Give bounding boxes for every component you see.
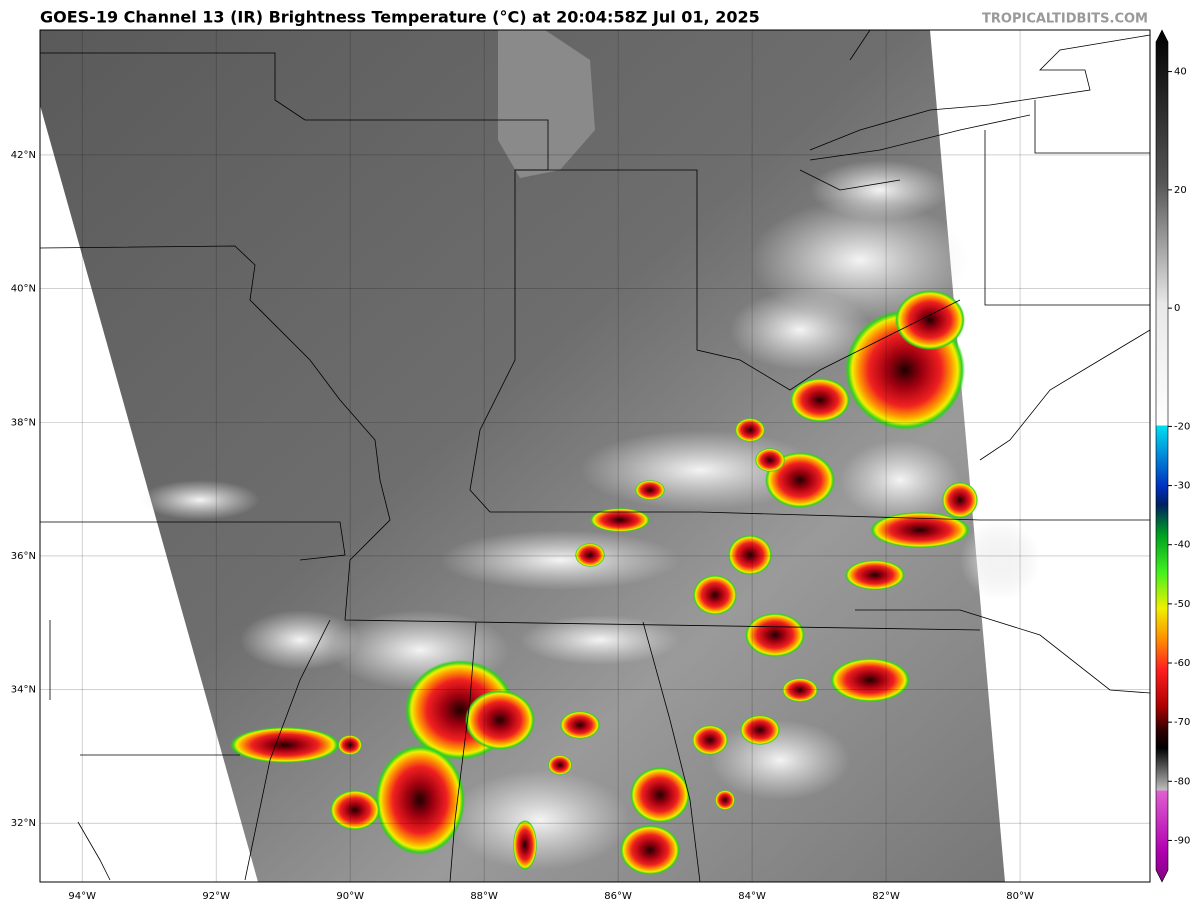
storm-cell bbox=[575, 543, 605, 567]
cloud bbox=[240, 610, 360, 670]
colorbar-label: -30 bbox=[1174, 481, 1190, 492]
credit: TROPICALTIDBITS.COM bbox=[982, 12, 1148, 27]
colorbar-label: -80 bbox=[1174, 776, 1190, 787]
colorbar-label: -50 bbox=[1174, 599, 1190, 610]
lon-label: 92°W bbox=[202, 891, 230, 902]
storm-cell bbox=[590, 508, 650, 532]
storm-cell bbox=[735, 418, 765, 442]
cloud bbox=[450, 770, 630, 870]
storm-cell bbox=[635, 480, 665, 500]
lon-label: 88°W bbox=[470, 891, 498, 902]
map-area bbox=[40, 30, 1150, 882]
storm-cell bbox=[513, 820, 537, 870]
storm-cell bbox=[782, 678, 818, 702]
cloud bbox=[730, 290, 870, 370]
cloud bbox=[710, 720, 850, 800]
storm-cell bbox=[375, 745, 465, 855]
storm-cell bbox=[560, 711, 600, 739]
storm-cell bbox=[692, 725, 728, 755]
storm-cell bbox=[755, 448, 785, 472]
colorbar-label: 20 bbox=[1174, 185, 1187, 196]
storm-cell bbox=[465, 690, 535, 750]
storm-cell bbox=[895, 290, 965, 350]
storm-cell bbox=[338, 735, 362, 755]
storm-cell bbox=[830, 658, 910, 702]
colorbar-label: -70 bbox=[1174, 717, 1190, 728]
storm-cell bbox=[548, 755, 572, 775]
storm-cell bbox=[630, 767, 690, 823]
cloud bbox=[140, 480, 260, 520]
storm-cell bbox=[230, 727, 340, 763]
colorbar: 40 20 0 -20 -30 -40 -50 -60 -70 -80 -90 bbox=[1155, 29, 1190, 883]
lon-label: 90°W bbox=[336, 891, 364, 902]
graticule bbox=[40, 30, 1150, 882]
storm-cell bbox=[330, 790, 380, 830]
storm-cell bbox=[845, 560, 905, 590]
map-frame bbox=[39, 29, 1151, 883]
lat-label: 36°N bbox=[11, 551, 36, 562]
lat-label: 42°N bbox=[11, 150, 36, 161]
borders bbox=[40, 30, 1150, 882]
storm-cell bbox=[620, 825, 680, 875]
lat-label: 38°N bbox=[11, 417, 36, 428]
lat-label: 32°N bbox=[11, 818, 36, 829]
storm-cell bbox=[745, 613, 805, 657]
lon-label: 82°W bbox=[872, 891, 900, 902]
storm-cell bbox=[715, 790, 735, 810]
cloud bbox=[750, 200, 970, 320]
cloud bbox=[440, 530, 680, 590]
cloud bbox=[840, 440, 960, 520]
axes: 42°N 40°N 38°N 36°N 34°N 32°N 94°W 92°W 90°W 88°W… bbox=[11, 150, 1034, 902]
colorbar-label: 40 bbox=[1174, 67, 1187, 78]
lat-label: 40°N bbox=[11, 284, 36, 295]
clouds bbox=[140, 160, 1040, 870]
cloud bbox=[810, 160, 950, 220]
lon-label: 80°W bbox=[1006, 891, 1034, 902]
colorbar-label: -60 bbox=[1174, 658, 1190, 669]
colorbar-body bbox=[1155, 29, 1169, 883]
title: GOES-19 Channel 13 (IR) Brightness Tempe… bbox=[40, 8, 760, 27]
storm-cell bbox=[740, 715, 780, 745]
storm-cell bbox=[693, 575, 737, 615]
lon-label: 86°W bbox=[604, 891, 632, 902]
colorbar-label: 0 bbox=[1174, 303, 1180, 314]
cloud bbox=[960, 520, 1040, 600]
storm-cell bbox=[870, 512, 970, 548]
lat-label: 34°N bbox=[11, 685, 36, 696]
lake-michigan bbox=[498, 30, 595, 178]
storm-cell bbox=[790, 378, 850, 422]
colorbar-label: -20 bbox=[1174, 421, 1190, 432]
cloud bbox=[520, 615, 680, 665]
lon-label: 94°W bbox=[68, 891, 96, 902]
storm-cell bbox=[728, 535, 772, 575]
colorbar-label: -90 bbox=[1174, 835, 1190, 846]
lon-label: 84°W bbox=[738, 891, 766, 902]
storms bbox=[230, 290, 978, 875]
storm-cell bbox=[942, 482, 978, 518]
colorbar-label: -40 bbox=[1174, 540, 1190, 551]
